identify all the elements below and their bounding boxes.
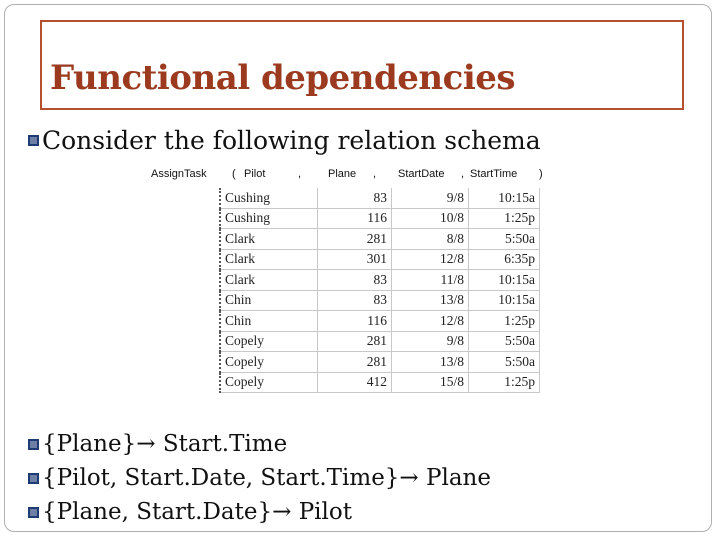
slide-title: Functional dependencies (50, 58, 516, 98)
cell-starttime: 5:50a (468, 331, 540, 352)
cell-plane: 116 (317, 208, 392, 229)
cell-starttime: 10:15a (468, 269, 540, 291)
square-bullet-icon (28, 506, 39, 518)
column-header-starttime: StartTime (470, 168, 518, 180)
cell-starttime: 10:15a (468, 188, 540, 209)
table-row: Clark 281 8/8 5:50a (219, 228, 540, 250)
column-header-pilot: Pilot (244, 168, 266, 180)
intro-bullet: Consider the following relation schema (28, 126, 541, 155)
table-row: Clark 301 12/8 6:35p (219, 249, 540, 270)
cell-pilot: Copely (219, 331, 318, 352)
table-row: Cushing 116 10/8 1:25p (219, 208, 540, 229)
cell-starttime: 5:50a (468, 228, 540, 250)
square-bullet-icon (28, 135, 39, 146)
assigntask-table: Cushing 83 9/8 10:15a Cushing 116 10/8 1:25p Cla… (219, 188, 540, 393)
cell-starttime: 10:15a (468, 290, 540, 311)
cell-starttime: 1:25p (468, 310, 540, 332)
cell-pilot: Cushing (219, 208, 318, 229)
cell-startdate: 9/8 (391, 188, 469, 209)
cell-plane: 83 (317, 188, 392, 209)
table-row: Clark 83 11/8 10:15a (219, 269, 540, 291)
dependency-text: {Plane}→ Start.Time (42, 431, 288, 457)
column-separator: , (461, 168, 465, 180)
dependency-text: {Pilot, Start.Date, Start.Time}→ Plane (42, 465, 491, 491)
dependency-item: {Pilot, Start.Date, Start.Time}→ Plane (28, 465, 491, 491)
cell-plane: 281 (317, 228, 392, 250)
cell-startdate: 11/8 (391, 269, 469, 291)
table-row: Cushing 83 9/8 10:15a (219, 188, 540, 209)
title-box (40, 20, 684, 110)
cell-startdate: 9/8 (391, 331, 469, 352)
cell-pilot: Clark (219, 269, 318, 291)
cell-plane: 281 (317, 331, 392, 352)
relation-open-paren: ( (232, 168, 236, 180)
relation-name: AssignTask (151, 168, 207, 180)
dependency-text: {Plane, Start.Date}→ Pilot (42, 499, 352, 525)
table-row: Copely 281 9/8 5:50a (219, 331, 540, 352)
column-header-plane: Plane (328, 168, 357, 180)
column-header-startdate: StartDate (398, 168, 445, 180)
cell-starttime: 1:25p (468, 372, 540, 393)
cell-startdate: 12/8 (391, 249, 469, 270)
dependency-item: {Plane}→ Start.Time (28, 431, 287, 457)
table-row: Chin 83 13/8 10:15a (219, 290, 540, 311)
cell-pilot: Copely (219, 372, 318, 393)
relation-close-paren: ) (539, 168, 543, 180)
cell-plane: 83 (317, 269, 392, 291)
cell-starttime: 6:35p (468, 249, 540, 270)
cell-startdate: 15/8 (391, 372, 469, 393)
cell-plane: 412 (317, 372, 392, 393)
cell-plane: 301 (317, 249, 392, 270)
cell-starttime: 5:50a (468, 351, 540, 373)
dependency-item: {Plane, Start.Date}→ Pilot (28, 499, 352, 525)
slide-frame (4, 4, 712, 532)
cell-starttime: 1:25p (468, 208, 540, 229)
column-separator: , (373, 168, 377, 180)
cell-startdate: 13/8 (391, 351, 469, 373)
intro-text: Consider the following relation schema (42, 126, 541, 155)
square-bullet-icon (28, 438, 39, 450)
square-bullet-icon (28, 472, 39, 484)
cell-startdate: 10/8 (391, 208, 469, 229)
column-separator: , (298, 168, 302, 180)
cell-pilot: Copely (219, 351, 318, 373)
cell-startdate: 13/8 (391, 290, 469, 311)
cell-startdate: 8/8 (391, 228, 469, 250)
table-row: Copely 281 13/8 5:50a (219, 351, 540, 373)
cell-pilot: Clark (219, 249, 318, 270)
table-row: Chin 116 12/8 1:25p (219, 310, 540, 332)
cell-pilot: Chin (219, 310, 318, 332)
cell-pilot: Clark (219, 228, 318, 250)
cell-plane: 281 (317, 351, 392, 373)
cell-startdate: 12/8 (391, 310, 469, 332)
cell-pilot: Cushing (219, 188, 318, 209)
cell-pilot: Chin (219, 290, 318, 311)
cell-plane: 116 (317, 310, 392, 332)
cell-plane: 83 (317, 290, 392, 311)
table-row: Copely 412 15/8 1:25p (219, 372, 540, 393)
